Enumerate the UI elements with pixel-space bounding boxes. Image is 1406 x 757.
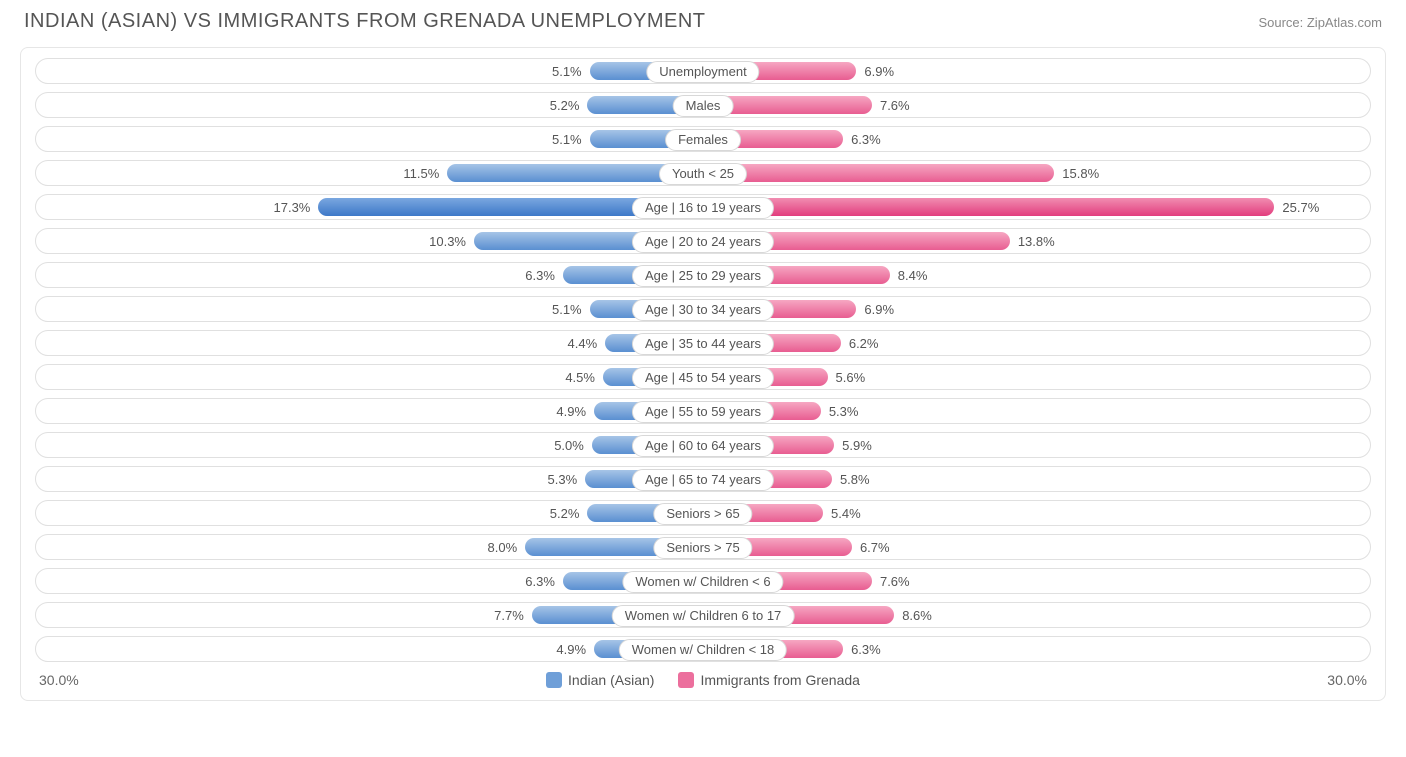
chart-row: 5.1% 6.9% Age | 30 to 34 years bbox=[35, 296, 1371, 322]
diverging-bar-chart: 5.1% 6.9% Unemployment 5.2% 7.6% Males 5.1% 6.3… bbox=[20, 47, 1386, 701]
value-right: 6.3% bbox=[851, 637, 881, 663]
value-right: 6.2% bbox=[849, 331, 879, 357]
value-right: 6.9% bbox=[864, 59, 894, 85]
chart-row: 11.5% 15.8% Youth < 25 bbox=[35, 160, 1371, 186]
chart-row: 17.3% 25.7% Age | 16 to 19 years bbox=[35, 194, 1371, 220]
category-label: Women w/ Children 6 to 17 bbox=[612, 605, 795, 627]
chart-row: 4.9% 5.3% Age | 55 to 59 years bbox=[35, 398, 1371, 424]
value-left: 5.2% bbox=[550, 93, 580, 119]
chart-row: 6.3% 8.4% Age | 25 to 29 years bbox=[35, 262, 1371, 288]
chart-source: Source: ZipAtlas.com bbox=[1258, 15, 1382, 30]
chart-header: INDIAN (ASIAN) VS IMMIGRANTS FROM GRENAD… bbox=[20, 10, 1386, 33]
category-label: Females bbox=[665, 129, 741, 151]
value-left: 8.0% bbox=[488, 535, 518, 561]
chart-row: 5.1% 6.3% Females bbox=[35, 126, 1371, 152]
chart-row: 5.3% 5.8% Age | 65 to 74 years bbox=[35, 466, 1371, 492]
axis-max-right: 30.0% bbox=[1327, 672, 1367, 688]
chart-footer: 30.0% Indian (Asian) Immigrants from Gre… bbox=[35, 672, 1371, 688]
value-left: 11.5% bbox=[403, 161, 439, 187]
axis-max-left: 30.0% bbox=[39, 672, 79, 688]
category-label: Age | 30 to 34 years bbox=[632, 299, 774, 321]
value-left: 4.9% bbox=[556, 637, 586, 663]
category-label: Age | 45 to 54 years bbox=[632, 367, 774, 389]
value-left: 6.3% bbox=[525, 263, 555, 289]
value-right: 5.9% bbox=[842, 433, 872, 459]
value-left: 17.3% bbox=[274, 195, 311, 221]
legend-label-left: Indian (Asian) bbox=[568, 672, 654, 688]
chart-row: 5.2% 7.6% Males bbox=[35, 92, 1371, 118]
legend: Indian (Asian) Immigrants from Grenada bbox=[546, 672, 860, 688]
category-label: Unemployment bbox=[646, 61, 759, 83]
category-label: Age | 60 to 64 years bbox=[632, 435, 774, 457]
value-right: 6.3% bbox=[851, 127, 881, 153]
legend-item-right: Immigrants from Grenada bbox=[678, 672, 860, 688]
value-left: 5.1% bbox=[552, 59, 582, 85]
category-label: Age | 35 to 44 years bbox=[632, 333, 774, 355]
value-left: 4.5% bbox=[565, 365, 595, 391]
value-right: 25.7% bbox=[1282, 195, 1319, 221]
category-label: Age | 65 to 74 years bbox=[632, 469, 774, 491]
category-label: Age | 25 to 29 years bbox=[632, 265, 774, 287]
category-label: Males bbox=[673, 95, 734, 117]
value-left: 4.4% bbox=[568, 331, 598, 357]
value-left: 5.1% bbox=[552, 127, 582, 153]
chart-row: 4.4% 6.2% Age | 35 to 44 years bbox=[35, 330, 1371, 356]
bar-right bbox=[703, 164, 1054, 182]
value-left: 5.2% bbox=[550, 501, 580, 527]
value-right: 7.6% bbox=[880, 569, 910, 595]
value-right: 8.6% bbox=[902, 603, 932, 629]
chart-row: 5.2% 5.4% Seniors > 65 bbox=[35, 500, 1371, 526]
chart-row: 6.3% 7.6% Women w/ Children < 6 bbox=[35, 568, 1371, 594]
chart-row: 4.5% 5.6% Age | 45 to 54 years bbox=[35, 364, 1371, 390]
legend-item-left: Indian (Asian) bbox=[546, 672, 654, 688]
bar-right bbox=[703, 198, 1274, 216]
value-left: 7.7% bbox=[494, 603, 524, 629]
value-left: 5.3% bbox=[548, 467, 578, 493]
value-right: 15.8% bbox=[1062, 161, 1099, 187]
value-right: 6.9% bbox=[864, 297, 894, 323]
value-right: 13.8% bbox=[1018, 229, 1055, 255]
chart-row: 5.1% 6.9% Unemployment bbox=[35, 58, 1371, 84]
chart-row: 10.3% 13.8% Age | 20 to 24 years bbox=[35, 228, 1371, 254]
value-right: 5.6% bbox=[836, 365, 866, 391]
chart-title: INDIAN (ASIAN) VS IMMIGRANTS FROM GRENAD… bbox=[24, 10, 706, 33]
chart-row: 5.0% 5.9% Age | 60 to 64 years bbox=[35, 432, 1371, 458]
value-right: 6.7% bbox=[860, 535, 890, 561]
legend-label-right: Immigrants from Grenada bbox=[700, 672, 860, 688]
category-label: Seniors > 75 bbox=[653, 537, 752, 559]
value-left: 5.0% bbox=[554, 433, 584, 459]
category-label: Women w/ Children < 18 bbox=[619, 639, 787, 661]
category-label: Seniors > 65 bbox=[653, 503, 752, 525]
category-label: Age | 16 to 19 years bbox=[632, 197, 774, 219]
legend-swatch-right bbox=[678, 672, 694, 688]
category-label: Age | 20 to 24 years bbox=[632, 231, 774, 253]
value-right: 5.8% bbox=[840, 467, 870, 493]
value-right: 7.6% bbox=[880, 93, 910, 119]
value-right: 5.3% bbox=[829, 399, 859, 425]
category-label: Women w/ Children < 6 bbox=[622, 571, 783, 593]
chart-row: 8.0% 6.7% Seniors > 75 bbox=[35, 534, 1371, 560]
legend-swatch-left bbox=[546, 672, 562, 688]
value-right: 5.4% bbox=[831, 501, 861, 527]
category-label: Age | 55 to 59 years bbox=[632, 401, 774, 423]
value-left: 10.3% bbox=[429, 229, 466, 255]
value-right: 8.4% bbox=[898, 263, 928, 289]
value-left: 5.1% bbox=[552, 297, 582, 323]
category-label: Youth < 25 bbox=[659, 163, 747, 185]
value-left: 4.9% bbox=[556, 399, 586, 425]
chart-row: 7.7% 8.6% Women w/ Children 6 to 17 bbox=[35, 602, 1371, 628]
chart-row: 4.9% 6.3% Women w/ Children < 18 bbox=[35, 636, 1371, 662]
value-left: 6.3% bbox=[525, 569, 555, 595]
